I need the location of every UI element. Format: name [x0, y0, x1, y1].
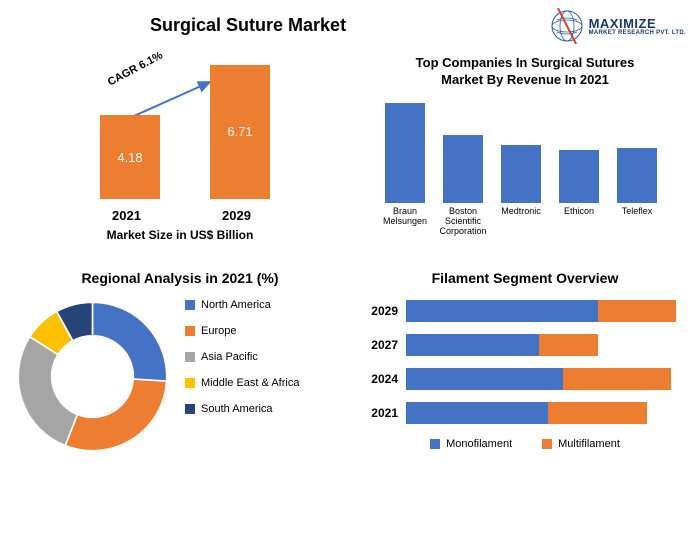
company-label: Braun Melsungen [377, 207, 433, 227]
globe-icon [549, 8, 585, 44]
companies-title: Top Companies In Surgical Sutures Market… [370, 55, 680, 89]
bar-2021: 4.18 [100, 115, 160, 199]
regional-legend: North America Europe Asia Pacific Middle Ea… [185, 294, 299, 459]
filament-seg-multi [563, 368, 671, 390]
legend-multi-label: Multifilament [558, 438, 620, 450]
legend-multi: Multifilament [542, 438, 620, 450]
company-bar [617, 148, 657, 203]
legend-mono-label: Monofilament [446, 438, 512, 450]
company-bar [501, 145, 541, 203]
bar-2029-value: 6.71 [227, 124, 252, 139]
logo-sub-text: MARKET RESEARCH PVT. LTD. [589, 30, 686, 36]
legend-label: Middle East & Africa [201, 377, 299, 389]
page-title: Surgical Suture Market [150, 15, 346, 36]
filament-row: 2024 [360, 368, 690, 390]
filament-legend: Monofilament Multifilament [360, 438, 690, 450]
company-label: Boston Scientific Corporation [435, 207, 491, 237]
legend-swatch [185, 352, 195, 362]
filament-bar [406, 402, 647, 424]
filament-row: 2029 [360, 300, 690, 322]
filament-bar [406, 368, 671, 390]
filament-seg-mono [406, 334, 539, 356]
legend-mono: Monofilament [430, 438, 512, 450]
company-bar [559, 150, 599, 203]
market-size-chart: CAGR 6.1% 4.18 6.71 2021 2029 Market Siz… [40, 60, 320, 260]
bar-2029: 6.71 [210, 65, 270, 199]
filament-seg-mono [406, 368, 563, 390]
regional-title: Regional Analysis in 2021 (%) [10, 270, 350, 286]
regional-legend-item: South America [185, 403, 299, 415]
donut-slice [18, 337, 77, 446]
regional-legend-item: North America [185, 299, 299, 311]
donut-slice [93, 302, 167, 381]
filament-bar [406, 334, 598, 356]
filament-seg-multi [548, 402, 646, 424]
legend-swatch [185, 404, 195, 414]
bar-2021-label: 2021 [112, 208, 141, 223]
filament-section: Filament Segment Overview 20292027202420… [360, 270, 690, 450]
filament-seg-mono [406, 300, 598, 322]
donut-slice [65, 379, 166, 451]
legend-label: Europe [201, 325, 236, 337]
filament-year: 2024 [360, 372, 398, 386]
companies-chart: Top Companies In Surgical Sutures Market… [370, 55, 680, 234]
legend-swatch [185, 378, 195, 388]
bar-2021-value: 4.18 [117, 150, 142, 165]
filament-year: 2021 [360, 406, 398, 420]
filament-row: 2021 [360, 402, 690, 424]
legend-swatch [185, 300, 195, 310]
bar-2029-label: 2029 [222, 208, 251, 223]
companies-title-l2: Market By Revenue In 2021 [441, 72, 609, 87]
filament-rows: 2029 2027 2024 2021 [360, 300, 690, 424]
regional-legend-item: Middle East & Africa [185, 377, 299, 389]
companies-plot [375, 99, 675, 204]
companies-title-l1: Top Companies In Surgical Sutures [416, 55, 635, 70]
regional-section: Regional Analysis in 2021 (%) North Amer… [10, 270, 350, 459]
donut-chart [10, 294, 175, 459]
brand-logo: MAXIMIZE MARKET RESEARCH PVT. LTD. [549, 8, 686, 44]
filament-seg-multi [539, 334, 598, 356]
company-bar [385, 103, 425, 203]
filament-year: 2029 [360, 304, 398, 318]
legend-label: Asia Pacific [201, 351, 258, 363]
legend-label: North America [201, 299, 271, 311]
company-label: Medtronic [493, 207, 549, 217]
company-bar [443, 135, 483, 203]
filament-seg-mono [406, 402, 548, 424]
market-size-plot: CAGR 6.1% 4.18 6.71 2021 2029 [70, 60, 290, 200]
filament-row: 2027 [360, 334, 690, 356]
companies-labels: Braun MelsungenBoston Scientific Corpora… [375, 204, 680, 234]
logo-main-text: MAXIMIZE [589, 17, 686, 30]
filament-bar [406, 300, 676, 322]
filament-year: 2027 [360, 338, 398, 352]
market-size-xtitle: Market Size in US$ Billion [70, 228, 290, 242]
company-label: Teleflex [609, 207, 665, 217]
filament-title: Filament Segment Overview [360, 270, 690, 286]
filament-seg-multi [598, 300, 677, 322]
regional-legend-item: Asia Pacific [185, 351, 299, 363]
regional-legend-item: Europe [185, 325, 299, 337]
company-label: Ethicon [551, 207, 607, 217]
legend-label: South America [201, 403, 273, 415]
legend-swatch [185, 326, 195, 336]
